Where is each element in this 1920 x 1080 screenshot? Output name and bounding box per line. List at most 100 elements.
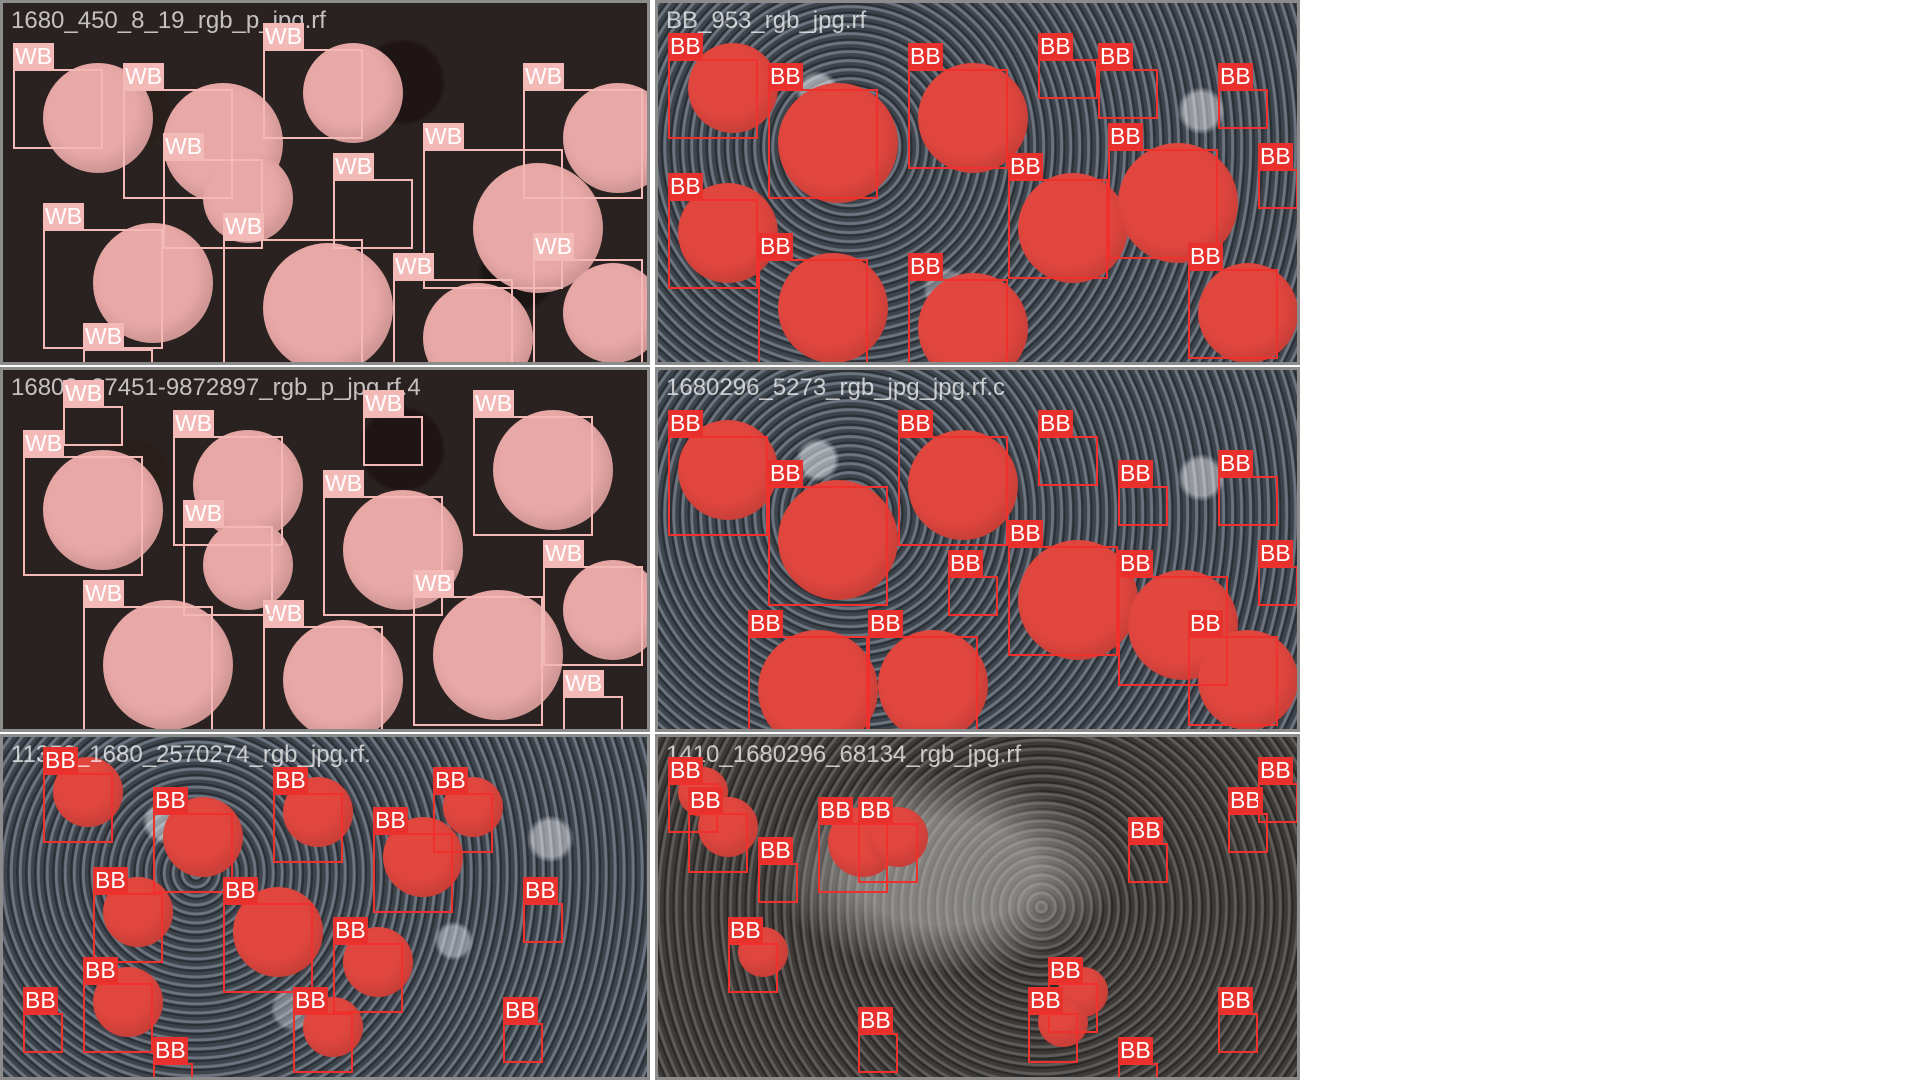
image-tile-2: BB_953_rgb_jpg.rf BB BB BB BB BB BB BB BB BB BB BB… <box>655 0 1300 365</box>
detection-box: BB <box>43 747 113 843</box>
class-label: BB <box>1258 143 1293 169</box>
class-label: BB <box>1118 1037 1153 1063</box>
detection-box: BB <box>668 173 758 289</box>
detection-box: WB <box>63 380 123 446</box>
mushroom-cap <box>778 253 888 362</box>
detection-box: BB <box>688 787 748 873</box>
class-label: BB <box>1028 987 1063 1013</box>
detection-box: BB <box>1128 817 1168 883</box>
detection-box: BB <box>153 1037 193 1077</box>
class-label: BB <box>1048 957 1083 983</box>
detection-box: WB <box>23 430 143 576</box>
class-label: BB <box>748 610 783 636</box>
detection-box: BB <box>1108 123 1218 259</box>
class-label: BB <box>818 797 853 823</box>
class-label: WB <box>473 390 515 416</box>
class-label: BB <box>858 797 893 823</box>
detection-box: BB <box>908 43 1008 169</box>
class-label: BB <box>1008 153 1043 179</box>
mushroom-cap <box>303 43 403 143</box>
class-label: BB <box>908 43 943 69</box>
class-label: WB <box>63 380 105 406</box>
class-label: BB <box>1038 410 1073 436</box>
mushroom-cap <box>908 430 1018 540</box>
class-label: BB <box>1188 243 1223 269</box>
class-label: WB <box>23 430 65 456</box>
detection-box: BB <box>373 807 453 913</box>
class-label: WB <box>323 470 365 496</box>
detection-box: WB <box>523 63 643 199</box>
class-label: BB <box>223 877 258 903</box>
class-label: BB <box>1228 787 1263 813</box>
mushroom-cap <box>203 520 293 610</box>
class-label: BB <box>668 410 703 436</box>
class-label: BB <box>1118 550 1153 576</box>
class-label: WB <box>123 63 165 89</box>
class-label: BB <box>1218 450 1253 476</box>
class-label: BB <box>153 1037 188 1063</box>
image-tile-4: 1680296_5273_rgb_jpg_jpg.rf.c BB BB BB BB BB… <box>655 367 1300 732</box>
detection-box: WB <box>83 323 153 362</box>
class-label: WB <box>173 410 215 436</box>
class-label: BB <box>503 997 538 1023</box>
class-label: BB <box>728 917 763 943</box>
detection-box: WB <box>43 203 163 349</box>
detection-box: BB <box>768 460 888 606</box>
image-tile-6: 1410_1680296_68134_rgb_jpg.rf BB BB BB BB BB… <box>655 734 1300 1080</box>
detection-box: BB <box>1038 410 1098 486</box>
detection-box: WB <box>333 153 413 249</box>
detection-box: BB <box>293 987 353 1073</box>
class-label: BB <box>293 987 328 1013</box>
detection-box: WB <box>183 500 273 616</box>
detection-box: BB <box>23 987 63 1053</box>
class-label: BB <box>948 550 983 576</box>
mushroom-cap <box>758 630 878 729</box>
class-label: BB <box>1218 987 1253 1013</box>
class-label: WB <box>223 213 265 239</box>
mushroom-cap <box>878 630 988 729</box>
detection-box: WB <box>83 580 213 729</box>
detection-box: BB <box>1028 987 1078 1063</box>
detection-box: BB <box>1218 987 1258 1053</box>
class-label: BB <box>1188 610 1223 636</box>
mushroom-cap <box>473 163 603 293</box>
class-label: BB <box>768 63 803 89</box>
detection-box: BB <box>1118 550 1228 686</box>
detection-box: BB <box>818 797 888 893</box>
class-label: BB <box>23 987 58 1013</box>
detection-box: BB <box>1218 63 1268 129</box>
detection-box: BB <box>93 867 163 963</box>
detection-box: WB <box>223 213 363 362</box>
class-label: BB <box>908 253 943 279</box>
class-label: WB <box>423 123 465 149</box>
detection-box: BB <box>1188 243 1278 359</box>
detection-box: BB <box>1118 460 1168 526</box>
class-label: BB <box>868 610 903 636</box>
detection-box: WB <box>173 410 283 546</box>
class-label: BB <box>1118 460 1153 486</box>
class-label: WB <box>523 63 565 89</box>
class-label: BB <box>273 767 308 793</box>
detection-box: WB <box>13 43 103 149</box>
class-label: BB <box>1128 817 1163 843</box>
class-label: WB <box>533 233 575 259</box>
mushroom-cap <box>423 283 533 362</box>
detection-box: BB <box>668 410 768 536</box>
mushroom-cap <box>688 43 778 133</box>
class-label: WB <box>413 570 455 596</box>
class-label: BB <box>1008 520 1043 546</box>
class-label: WB <box>263 23 305 49</box>
detection-box: BB <box>433 767 493 853</box>
detection-box: BB <box>748 610 868 729</box>
detection-box: WB <box>163 133 263 249</box>
detection-box: BB <box>1008 153 1108 279</box>
detection-box: BB <box>1038 33 1098 99</box>
detection-box: BB <box>83 957 153 1053</box>
detection-box: BB <box>668 33 758 139</box>
detection-box: BB <box>1228 787 1268 853</box>
detection-box: BB <box>1008 520 1118 656</box>
class-label: BB <box>333 917 368 943</box>
class-label: BB <box>758 837 793 863</box>
class-label: WB <box>83 580 125 606</box>
detection-box: WB <box>263 23 363 139</box>
